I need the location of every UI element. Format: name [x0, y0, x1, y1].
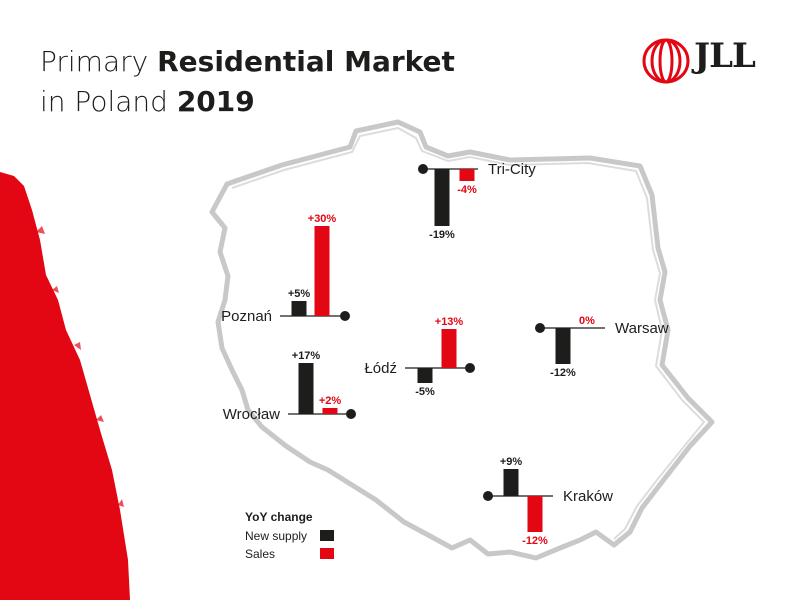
marker-dot-tri-city — [418, 164, 428, 174]
marker-dot-lodz — [465, 363, 475, 373]
bar-new-supply-wroclaw — [298, 363, 314, 414]
city-label-poznan: Poznań — [221, 308, 272, 325]
poland-map-outline-inner — [231, 126, 706, 540]
city-label-tri-city: Tri-City — [488, 161, 536, 178]
data-label-sales-krakow: -12% — [522, 535, 548, 547]
marker-dot-krakow — [483, 491, 493, 501]
title-line1-light: Primary — [40, 45, 158, 78]
title: Primary Residential Market in Poland 201… — [40, 42, 455, 122]
city-chart-krakow: +9% -12% Kraków — [483, 456, 613, 547]
city-label-krakow: Kraków — [563, 488, 613, 505]
city-chart-lodz: -5% +13% Łódź — [364, 316, 475, 398]
bar-sales-lodz — [441, 329, 457, 368]
legend-label-new-supply: New supply — [245, 529, 307, 543]
poland-map-outline — [209, 119, 715, 561]
bar-sales-poznan — [314, 226, 330, 316]
data-label-sales-warsaw: 0% — [579, 315, 595, 327]
data-label-sales-tri-city: -4% — [457, 184, 477, 196]
data-label-new-supply-krakow: +9% — [500, 456, 523, 468]
data-label-new-supply-wroclaw: +17% — [292, 350, 321, 362]
data-label-new-supply-poznan: +5% — [288, 288, 311, 300]
bar-new-supply-krakow — [503, 469, 519, 496]
jll-logo-mark — [642, 38, 690, 84]
city-chart-warsaw: -12% 0% Warsaw — [535, 315, 669, 379]
city-label-warsaw: Warsaw — [615, 320, 669, 337]
data-label-new-supply-tri-city: -19% — [429, 229, 455, 241]
bar-sales-wroclaw — [322, 408, 338, 414]
city-charts: -19%-4%Tri-City+5%+30%Poznań-5%+13%Łódź -… — [221, 161, 669, 547]
marker-dot-wroclaw — [346, 409, 356, 419]
jll-logo — [642, 38, 690, 84]
data-label-new-supply-lodz: -5% — [415, 386, 435, 398]
bar-new-supply-warsaw — [555, 328, 571, 364]
legend-swatch-new-supply — [320, 530, 334, 541]
bar-new-supply-lodz — [417, 368, 433, 383]
red-brush-stroke — [0, 172, 130, 600]
title-line2-light: in Poland — [40, 85, 177, 118]
title-line1-bold: Residential Market — [157, 45, 455, 78]
city-label-lodz: Łódź — [364, 360, 397, 377]
city-label-wroclaw: Wrocław — [223, 406, 280, 423]
city-chart-poznan: +5% +30% Poznań — [221, 213, 350, 325]
bar-new-supply-poznan — [291, 301, 307, 316]
marker-dot-warsaw — [535, 323, 545, 333]
legend-label-sales: Sales — [245, 547, 275, 561]
bar-sales-tri-city — [459, 169, 475, 181]
title-line2-bold: 2019 — [176, 85, 255, 118]
bar-new-supply-tri-city — [434, 169, 450, 226]
legend-title: YoY change — [245, 510, 313, 524]
city-chart-wroclaw: +17% +2% Wrocław — [223, 350, 356, 423]
data-label-new-supply-warsaw: -12% — [550, 367, 576, 379]
data-label-sales-wroclaw: +2% — [319, 395, 342, 407]
legend-swatch-sales — [320, 548, 334, 559]
bar-sales-krakow — [527, 496, 543, 532]
marker-dot-poznan — [340, 311, 350, 321]
data-label-sales-lodz: +13% — [435, 316, 464, 328]
city-chart-tri-city: -19% -4% Tri-City — [418, 161, 536, 241]
legend: YoY change New supply Sales — [245, 510, 334, 561]
data-label-sales-poznan: +30% — [308, 213, 337, 225]
jll-logo-text: JLL — [694, 36, 756, 76]
